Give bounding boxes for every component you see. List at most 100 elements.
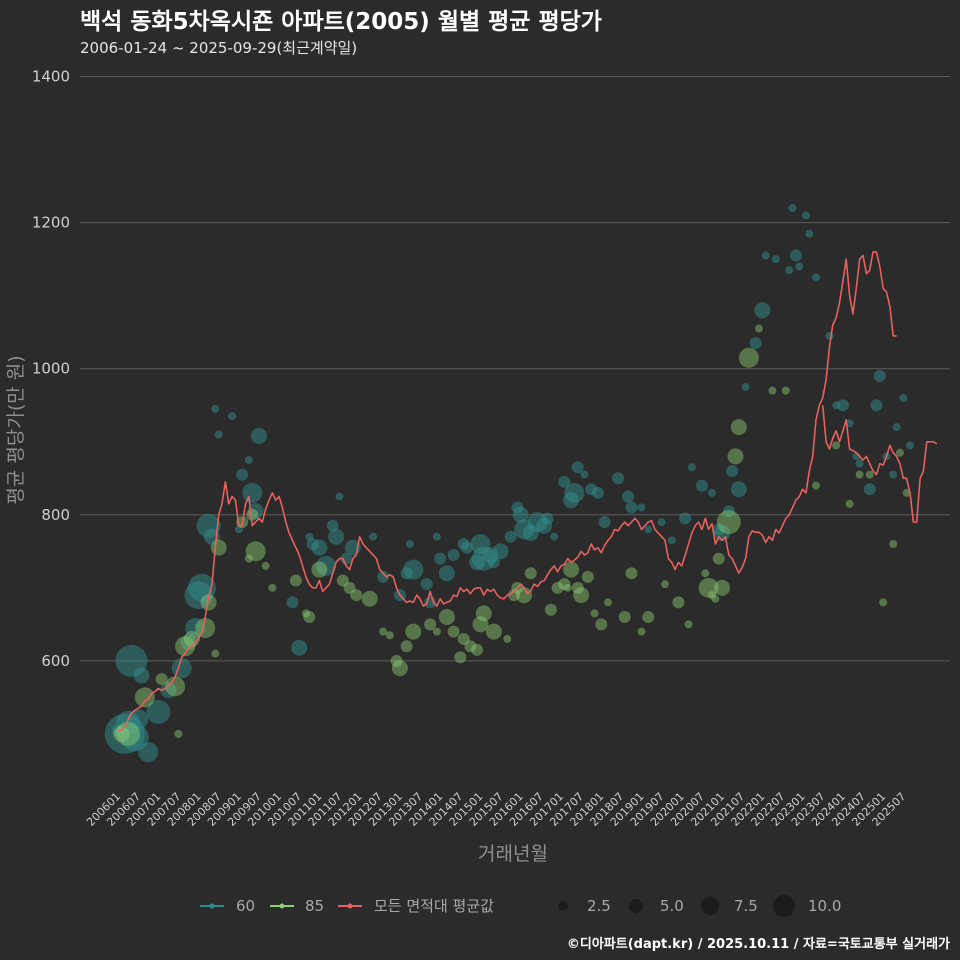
average-line-segment-1 [821, 405, 938, 523]
point-60-64 [541, 512, 554, 525]
point-85-1 [116, 721, 141, 746]
point-85-22 [336, 574, 349, 587]
point-60-25 [250, 427, 267, 444]
point-85-43 [503, 634, 512, 643]
point-85-20 [303, 611, 316, 624]
point-85-72 [716, 510, 741, 535]
legend: 60 85 모든 면적대 평균값 2.5 5.0 7.5 10.0 [200, 895, 841, 917]
y-tick-600: 600 [41, 652, 70, 670]
point-60-37 [369, 532, 378, 541]
average-line-segment-0 [118, 251, 897, 731]
point-85-73 [727, 448, 744, 465]
point-85-78 [781, 386, 790, 395]
point-60-35 [340, 552, 353, 565]
point-85-33 [432, 627, 441, 636]
point-60-73 [598, 516, 611, 529]
point-85-13 [244, 554, 253, 563]
point-85-19 [301, 609, 310, 618]
point-60-97 [789, 249, 802, 262]
y-axis-label: 평균 평당가(만 원) [5, 355, 27, 504]
point-85-23 [343, 581, 356, 594]
point-85-79 [812, 481, 821, 490]
point-85-42 [485, 623, 502, 640]
point-60-74 [612, 472, 625, 485]
point-85-48 [544, 603, 557, 616]
legend-size-10-0: 10.0 [773, 895, 841, 917]
point-60-26 [286, 596, 299, 609]
point-60-46 [434, 552, 447, 565]
point-60-80 [667, 536, 676, 545]
point-60-66 [558, 475, 571, 488]
point-85-3 [155, 673, 168, 686]
point-85-80 [832, 441, 841, 450]
chart-subtitle: 2006-01-24 ~ 2025-09-29(최근계약일) [80, 39, 357, 57]
legend-size-7-5: 7.5 [701, 897, 758, 915]
point-85-21 [311, 561, 328, 578]
point-60-65 [550, 532, 559, 541]
point-85-25 [361, 590, 378, 607]
point-85-77 [768, 386, 777, 395]
series-85-points [113, 324, 911, 746]
point-60-12 [185, 617, 206, 638]
point-85-75 [738, 347, 759, 368]
legend-size-circle-7-5 [701, 897, 719, 915]
point-60-19 [228, 412, 237, 421]
legend-label-average: 모든 면적대 평균값 [374, 897, 494, 915]
point-85-28 [390, 654, 403, 667]
point-85-36 [454, 651, 467, 664]
point-85-69 [711, 594, 720, 603]
point-85-62 [642, 611, 655, 624]
point-60-112 [889, 470, 898, 479]
point-60-27 [291, 639, 308, 656]
legend-size-circle-2-5 [558, 901, 568, 911]
point-85-44 [508, 589, 520, 602]
point-85-16 [261, 561, 270, 570]
point-60-23 [242, 482, 263, 503]
point-60-6 [133, 667, 150, 684]
point-85-17 [268, 583, 277, 592]
point-85-24 [350, 589, 363, 602]
point-85-83 [865, 470, 874, 479]
point-60-56 [492, 543, 509, 560]
point-60-82 [687, 463, 696, 472]
chart-title: 백석 동화5차옥시죤 아파트(2005) 월별 평균 평당가 [80, 9, 602, 35]
point-85-84 [879, 598, 888, 607]
point-60-108 [863, 483, 876, 496]
y-tick-800: 800 [41, 506, 70, 524]
point-85-9 [200, 594, 217, 611]
point-60-115 [906, 441, 914, 450]
point-60-68 [564, 482, 585, 503]
point-60-104 [836, 399, 849, 412]
legend-item-85: 85 [270, 897, 324, 915]
point-85-86 [895, 448, 904, 457]
point-60-8 [146, 699, 171, 724]
point-60-10 [171, 658, 192, 679]
point-60-94 [771, 255, 780, 264]
point-60-48 [447, 548, 460, 561]
point-85-14 [246, 508, 259, 521]
y-tick-1000: 1000 [32, 360, 70, 378]
point-85-39 [471, 643, 484, 656]
legend-item-average: 모든 면적대 평균값 [338, 897, 494, 915]
point-60-114 [899, 393, 908, 402]
point-85-63 [661, 580, 670, 589]
point-85-5 [174, 729, 183, 738]
point-85-31 [405, 623, 422, 640]
point-85-11 [210, 539, 227, 556]
legend-size-2-5: 2.5 [558, 897, 611, 915]
point-60-47 [438, 565, 455, 582]
point-60-90 [741, 382, 750, 391]
point-85-46 [516, 587, 533, 604]
point-60-113 [892, 423, 901, 432]
point-60-88 [726, 464, 739, 477]
point-60-42 [403, 559, 424, 580]
point-60-50 [461, 541, 474, 554]
point-60-69 [571, 461, 584, 474]
point-60-31 [316, 555, 337, 576]
source-caption: ©디아파트(dapt.kr) / 2025.10.11 / 자료=국토교통부 실… [567, 936, 950, 952]
point-85-10 [211, 649, 220, 658]
legend-label-85: 85 [305, 897, 324, 915]
point-60-109 [870, 399, 883, 412]
point-60-33 [328, 528, 345, 545]
point-85-70 [712, 552, 725, 565]
